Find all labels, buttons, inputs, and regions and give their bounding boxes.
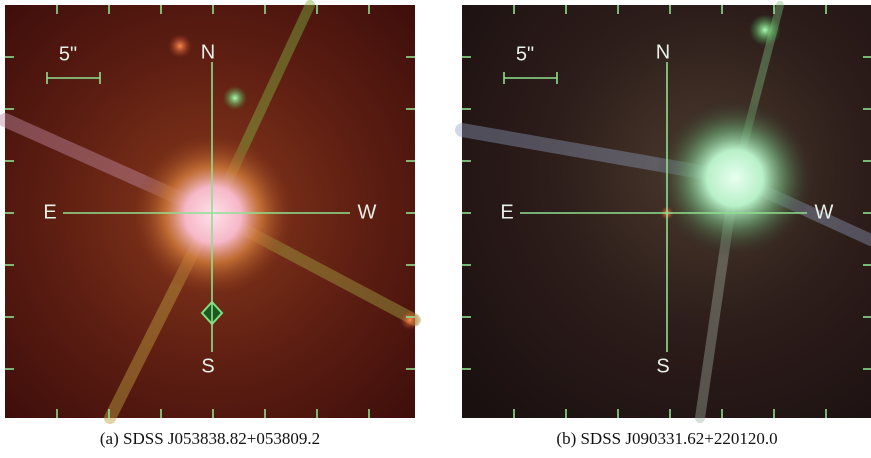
scale-label: 5": [59, 43, 77, 65]
caption: (a) SDSS J053838.82+053809.2: [100, 429, 320, 448]
scale-label: 5": [516, 43, 534, 65]
compass-w: W: [358, 201, 377, 223]
compass-w: W: [815, 201, 834, 223]
compass-n: N: [656, 41, 670, 63]
figure: 5" N S E W (a) SDSS J053838.82+053809.2 5" N S E W…: [0, 0, 871, 458]
compass-s: S: [201, 355, 214, 377]
compass-s: S: [656, 355, 669, 377]
compass-e: E: [500, 201, 513, 223]
caption: (b) SDSS J090331.62+220120.0: [556, 429, 777, 448]
compass-n: N: [201, 41, 215, 63]
compass-e: E: [43, 201, 56, 223]
